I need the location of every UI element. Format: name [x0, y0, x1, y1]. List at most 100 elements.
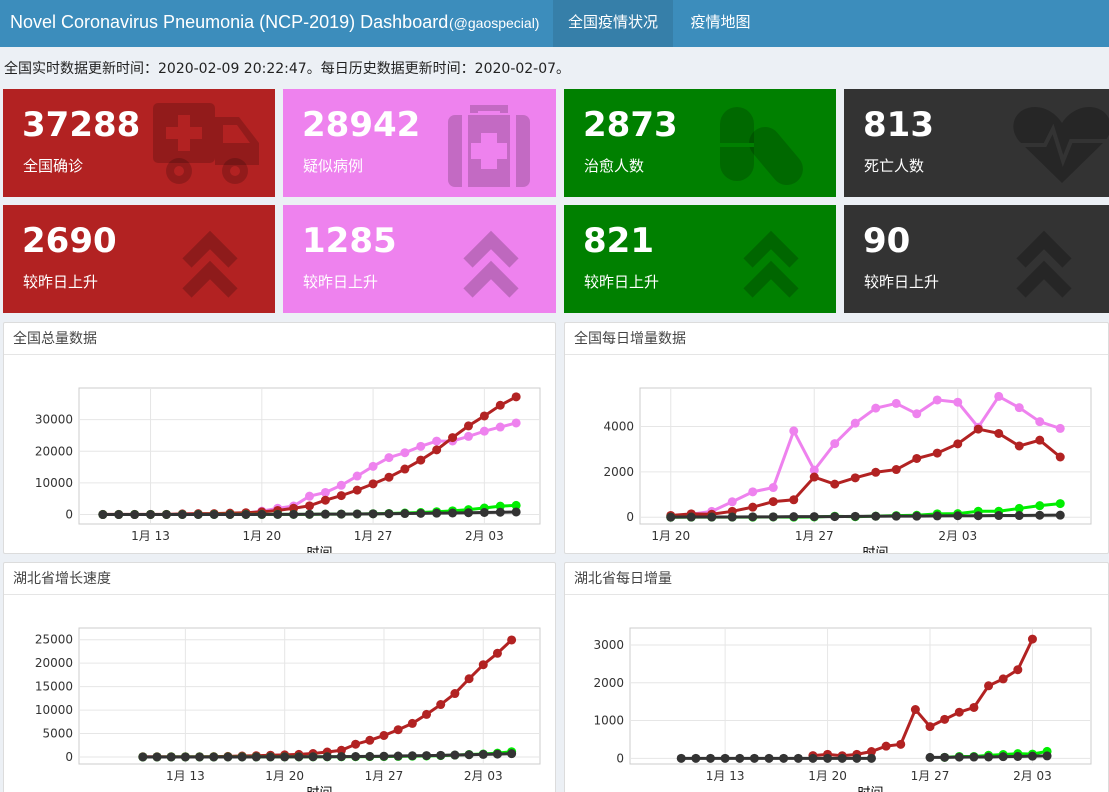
data-point-dead	[969, 752, 979, 762]
data-point-suspected	[748, 487, 758, 497]
x-tick-label: 2月 03	[938, 529, 977, 543]
data-point-dead	[393, 751, 403, 761]
chart-hubei-growth[interactable]: 0 5000 10000 15000 20000 25000 1月 13 1月 20 1月 27…	[4, 596, 555, 792]
data-point-suspected	[809, 465, 819, 475]
data-point-dead	[793, 753, 803, 763]
data-point-confirmed	[432, 445, 442, 455]
double-up-arrow-icon	[182, 230, 238, 298]
y-tick-label: 2000	[603, 465, 634, 479]
box-label: 疑似病例	[303, 157, 364, 175]
data-point-dead	[114, 510, 124, 520]
data-point-dead	[195, 752, 205, 762]
box-value: 28942	[302, 105, 421, 145]
data-point-confirmed	[748, 502, 758, 512]
data-point-confirmed	[1013, 665, 1023, 675]
x-tick-label: 1月 20	[265, 769, 304, 783]
data-point-confirmed	[925, 722, 935, 732]
data-point-confirmed	[1035, 435, 1045, 445]
data-point-suspected	[994, 391, 1004, 401]
data-point-dead	[161, 510, 171, 520]
value-box-confirmed: 37288 全国确诊	[3, 89, 275, 197]
data-point-dead	[237, 752, 247, 762]
data-point-dead	[768, 512, 778, 522]
data-point-confirmed	[994, 428, 1004, 438]
data-point-cured	[511, 500, 521, 510]
data-point-dead	[994, 511, 1004, 521]
data-point-confirmed	[495, 400, 505, 410]
panel-title: 湖北省每日增量	[565, 563, 1108, 595]
box-label: 较昨日上升	[584, 273, 660, 291]
data-point-dead	[98, 510, 108, 520]
data-point-suspected	[463, 431, 473, 441]
data-point-dead	[691, 753, 701, 763]
data-point-dead	[973, 511, 983, 521]
chart-national-total[interactable]: 0 10000 20000 30000 1月 13 1月 20 1月 27 2月 03 时间	[4, 356, 555, 553]
data-point-dead	[241, 509, 251, 519]
data-point-dead	[940, 752, 950, 762]
data-point-confirmed	[320, 495, 330, 505]
data-point-dead	[478, 749, 488, 759]
data-point-dead	[808, 753, 818, 763]
author-handle: (@gaospecial)	[449, 15, 540, 31]
plot-area	[78, 627, 541, 765]
data-point-confirmed	[871, 467, 881, 477]
data-point-dead	[223, 752, 233, 762]
tab-national-status[interactable]: 全国疫情状况	[553, 0, 673, 47]
data-point-confirmed	[436, 700, 446, 710]
box-value: 813	[863, 105, 934, 145]
data-point-dead	[289, 509, 299, 519]
panel-national-total: 全国总量数据 0 10000 20000 30000 1月 13 1月 20 1月 27 2月…	[3, 322, 556, 554]
data-point-suspected	[768, 483, 778, 493]
update-time-text: 全国实时数据更新时间：2020-02-09 20:22:47。每日历史数据更新时…	[4, 61, 571, 77]
data-point-suspected	[384, 453, 394, 463]
box-value: 821	[583, 221, 654, 261]
data-point-dead	[852, 753, 862, 763]
panel-hubei-daily: 湖北省每日增量 0 1000 2000 3000 1月 13 1月 20 1月 27 2月 0…	[564, 562, 1109, 792]
data-point-confirmed	[984, 681, 994, 691]
increase-box-cured: 821 较昨日上升	[564, 205, 836, 313]
x-axis-label: 时间	[306, 786, 332, 792]
data-point-confirmed	[393, 725, 403, 735]
box-value: 2873	[583, 105, 678, 145]
data-point-suspected	[850, 418, 860, 428]
data-point-dead	[705, 753, 715, 763]
data-point-confirmed	[450, 689, 460, 699]
chart-national-daily[interactable]: 0 2000 4000 1月 20 1月 27 2月 03 时间	[565, 356, 1108, 553]
data-point-suspected	[479, 426, 489, 436]
data-point-confirmed	[384, 472, 394, 482]
series-line-confirmed	[812, 638, 1034, 758]
data-point-confirmed	[1055, 452, 1065, 462]
data-point-confirmed	[910, 705, 920, 715]
data-point-suspected	[320, 487, 330, 497]
panel-title: 全国总量数据	[4, 323, 555, 355]
y-tick-label: 30000	[35, 413, 73, 427]
data-point-confirmed	[407, 718, 417, 728]
data-point-confirmed	[830, 479, 840, 489]
data-point-confirmed	[1014, 441, 1024, 451]
data-point-confirmed	[912, 453, 922, 463]
data-point-confirmed	[351, 739, 361, 749]
x-tick-label: 1月 20	[808, 769, 847, 783]
x-tick-label: 1月 13	[131, 529, 170, 543]
data-point-suspected	[495, 422, 505, 432]
data-point-dead	[1055, 510, 1065, 520]
data-point-dead	[379, 751, 389, 761]
data-point-suspected	[1014, 403, 1024, 413]
data-point-dead	[225, 509, 235, 519]
data-point-dead	[1013, 751, 1023, 761]
data-point-dead	[209, 752, 219, 762]
box-label: 较昨日上升	[303, 273, 379, 291]
data-point-confirmed	[365, 735, 375, 745]
data-point-dead	[130, 510, 140, 520]
data-point-suspected	[871, 403, 881, 413]
tab-epidemic-map[interactable]: 疫情地图	[690, 13, 751, 31]
chart-hubei-daily[interactable]: 0 1000 2000 3000 1月 13 1月 20 1月 27 2月 03 时间	[565, 596, 1108, 792]
data-point-dead	[432, 508, 442, 518]
data-point-dead	[707, 512, 717, 522]
data-point-dead	[779, 753, 789, 763]
x-tick-label: 1月 13	[166, 769, 205, 783]
data-point-confirmed	[336, 491, 346, 501]
data-point-dead	[735, 753, 745, 763]
data-point-suspected	[727, 497, 737, 507]
data-point-dead	[912, 511, 922, 521]
